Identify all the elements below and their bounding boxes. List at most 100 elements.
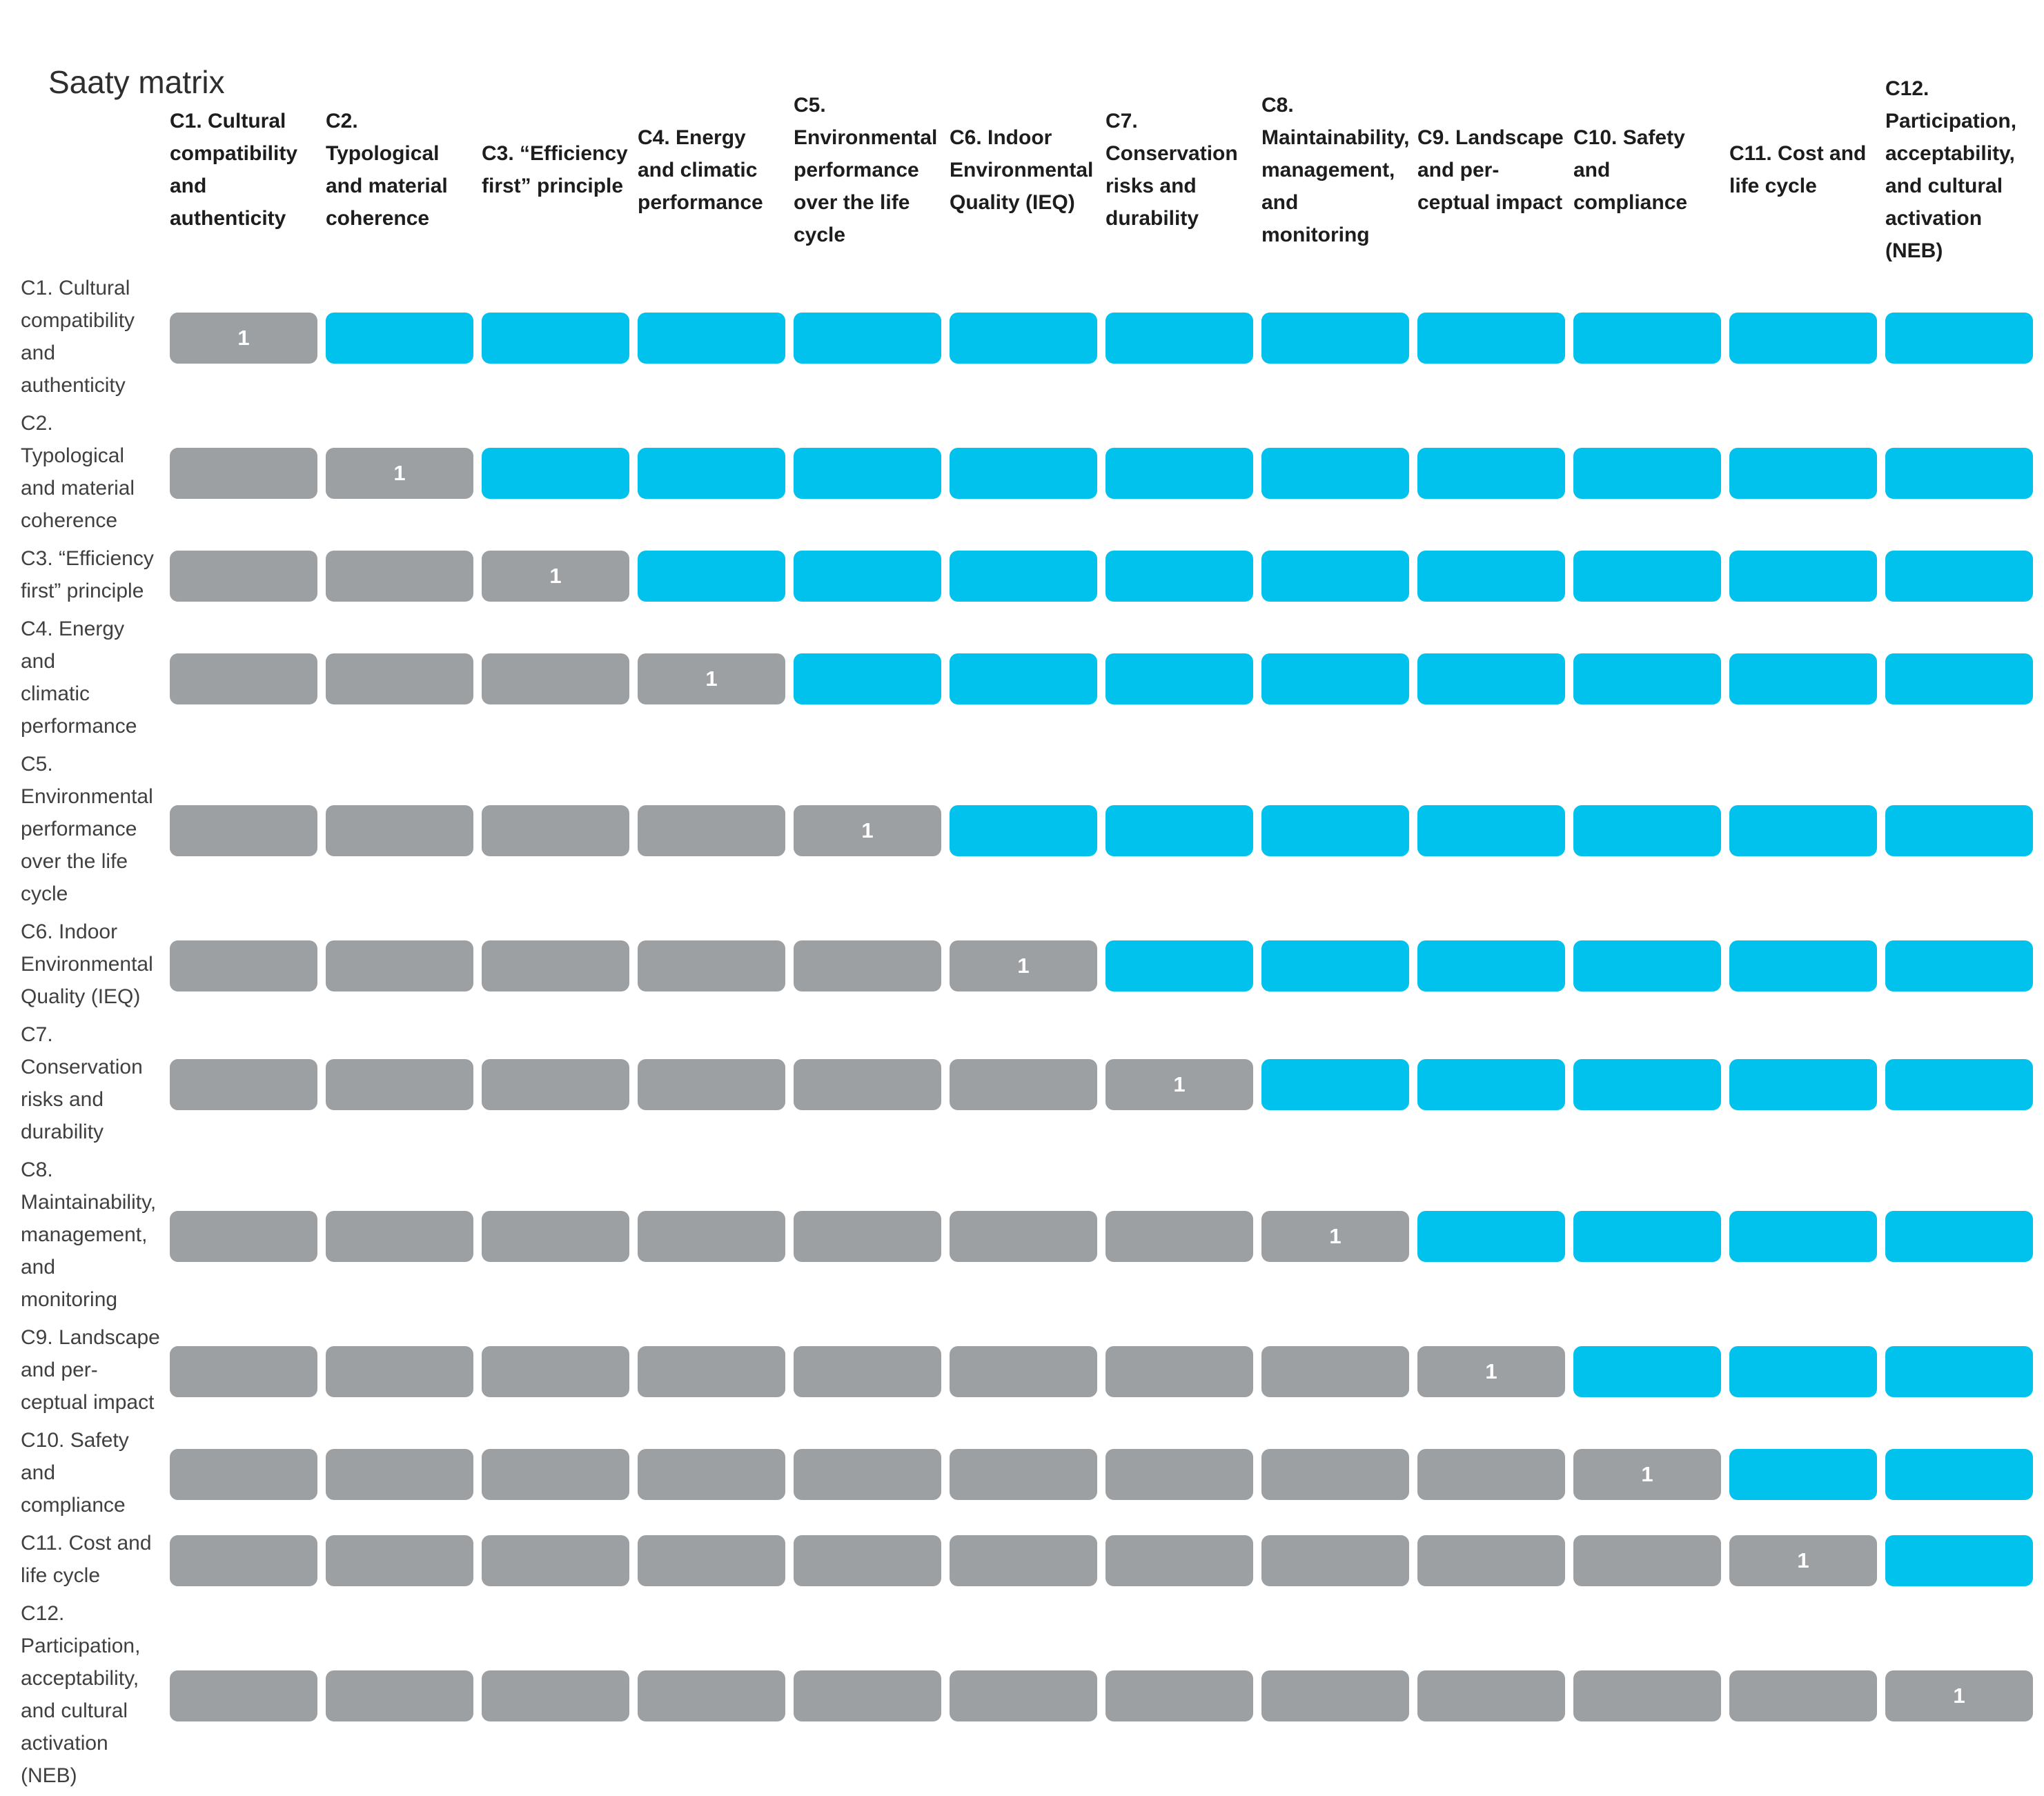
matrix-cell-r5-c2[interactable] xyxy=(326,805,473,856)
matrix-cell-r9-c11[interactable] xyxy=(1729,1345,1877,1397)
matrix-cell-r10-c2[interactable] xyxy=(326,1448,473,1500)
matrix-cell-r6-c7[interactable] xyxy=(1105,940,1253,991)
matrix-cell-r12-c5[interactable] xyxy=(794,1670,941,1721)
matrix-cell-r1-c6[interactable] xyxy=(950,313,1097,364)
matrix-cell-r11-c2[interactable] xyxy=(326,1535,473,1586)
matrix-cell-r7-c10[interactable] xyxy=(1573,1059,1721,1110)
matrix-cell-r11-c8[interactable] xyxy=(1261,1535,1409,1586)
matrix-cell-r9-c8[interactable] xyxy=(1261,1345,1409,1397)
matrix-cell-r1-c5[interactable] xyxy=(794,313,941,364)
matrix-cell-r6-c6[interactable]: 1 xyxy=(950,940,1097,991)
matrix-cell-r11-c5[interactable] xyxy=(794,1535,941,1586)
matrix-cell-r1-c8[interactable] xyxy=(1261,313,1409,364)
matrix-cell-r1-c2[interactable] xyxy=(326,313,473,364)
matrix-cell-r12-c9[interactable] xyxy=(1417,1670,1565,1721)
matrix-cell-r8-c3[interactable] xyxy=(482,1210,629,1262)
matrix-cell-r4-c7[interactable] xyxy=(1105,653,1253,704)
matrix-cell-r9-c1[interactable] xyxy=(170,1345,317,1397)
matrix-cell-r3-c10[interactable] xyxy=(1573,551,1721,602)
matrix-cell-r11-c4[interactable] xyxy=(638,1535,785,1586)
matrix-cell-r5-c6[interactable] xyxy=(950,805,1097,856)
matrix-cell-r11-c1[interactable] xyxy=(170,1535,317,1586)
matrix-cell-r8-c6[interactable] xyxy=(950,1210,1097,1262)
matrix-cell-r7-c6[interactable] xyxy=(950,1059,1097,1110)
matrix-cell-r5-c7[interactable] xyxy=(1105,805,1253,856)
matrix-cell-r9-c5[interactable] xyxy=(794,1345,941,1397)
matrix-cell-r7-c3[interactable] xyxy=(482,1059,629,1110)
matrix-cell-r6-c5[interactable] xyxy=(794,940,941,991)
matrix-cell-r12-c3[interactable] xyxy=(482,1670,629,1721)
matrix-cell-r2-c4[interactable] xyxy=(638,448,785,499)
matrix-cell-r2-c1[interactable] xyxy=(170,448,317,499)
matrix-cell-r12-c6[interactable] xyxy=(950,1670,1097,1721)
matrix-cell-r11-c12[interactable] xyxy=(1885,1535,2033,1586)
matrix-cell-r3-c4[interactable] xyxy=(638,551,785,602)
matrix-cell-r4-c1[interactable] xyxy=(170,653,317,704)
matrix-cell-r4-c12[interactable] xyxy=(1885,653,2033,704)
matrix-cell-r4-c5[interactable] xyxy=(794,653,941,704)
matrix-cell-r3-c2[interactable] xyxy=(326,551,473,602)
matrix-cell-r10-c12[interactable] xyxy=(1885,1448,2033,1500)
matrix-cell-r2-c6[interactable] xyxy=(950,448,1097,499)
matrix-cell-r4-c9[interactable] xyxy=(1417,653,1565,704)
matrix-cell-r11-c11[interactable]: 1 xyxy=(1729,1535,1877,1586)
matrix-cell-r5-c9[interactable] xyxy=(1417,805,1565,856)
matrix-cell-r6-c1[interactable] xyxy=(170,940,317,991)
matrix-cell-r5-c8[interactable] xyxy=(1261,805,1409,856)
matrix-cell-r3-c9[interactable] xyxy=(1417,551,1565,602)
matrix-cell-r9-c9[interactable]: 1 xyxy=(1417,1345,1565,1397)
matrix-cell-r6-c8[interactable] xyxy=(1261,940,1409,991)
matrix-cell-r8-c8[interactable]: 1 xyxy=(1261,1210,1409,1262)
matrix-cell-r5-c3[interactable] xyxy=(482,805,629,856)
matrix-cell-r2-c7[interactable] xyxy=(1105,448,1253,499)
matrix-cell-r1-c9[interactable] xyxy=(1417,313,1565,364)
matrix-cell-r2-c8[interactable] xyxy=(1261,448,1409,499)
matrix-cell-r6-c12[interactable] xyxy=(1885,940,2033,991)
matrix-cell-r3-c1[interactable] xyxy=(170,551,317,602)
matrix-cell-r3-c8[interactable] xyxy=(1261,551,1409,602)
matrix-cell-r7-c5[interactable] xyxy=(794,1059,941,1110)
matrix-cell-r5-c10[interactable] xyxy=(1573,805,1721,856)
matrix-cell-r7-c9[interactable] xyxy=(1417,1059,1565,1110)
matrix-cell-r3-c3[interactable]: 1 xyxy=(482,551,629,602)
matrix-cell-r9-c7[interactable] xyxy=(1105,1345,1253,1397)
matrix-cell-r2-c11[interactable] xyxy=(1729,448,1877,499)
matrix-cell-r3-c12[interactable] xyxy=(1885,551,2033,602)
matrix-cell-r2-c12[interactable] xyxy=(1885,448,2033,499)
matrix-cell-r5-c5[interactable]: 1 xyxy=(794,805,941,856)
matrix-cell-r12-c10[interactable] xyxy=(1573,1670,1721,1721)
matrix-cell-r1-c4[interactable] xyxy=(638,313,785,364)
matrix-cell-r1-c3[interactable] xyxy=(482,313,629,364)
matrix-cell-r11-c6[interactable] xyxy=(950,1535,1097,1586)
matrix-cell-r7-c11[interactable] xyxy=(1729,1059,1877,1110)
matrix-cell-r6-c2[interactable] xyxy=(326,940,473,991)
matrix-cell-r10-c5[interactable] xyxy=(794,1448,941,1500)
matrix-cell-r2-c3[interactable] xyxy=(482,448,629,499)
matrix-cell-r7-c12[interactable] xyxy=(1885,1059,2033,1110)
matrix-cell-r5-c1[interactable] xyxy=(170,805,317,856)
matrix-cell-r4-c10[interactable] xyxy=(1573,653,1721,704)
matrix-cell-r11-c10[interactable] xyxy=(1573,1535,1721,1586)
matrix-cell-r10-c3[interactable] xyxy=(482,1448,629,1500)
matrix-cell-r12-c1[interactable] xyxy=(170,1670,317,1721)
matrix-cell-r10-c7[interactable] xyxy=(1105,1448,1253,1500)
matrix-cell-r6-c9[interactable] xyxy=(1417,940,1565,991)
matrix-cell-r2-c5[interactable] xyxy=(794,448,941,499)
matrix-cell-r8-c4[interactable] xyxy=(638,1210,785,1262)
matrix-cell-r11-c9[interactable] xyxy=(1417,1535,1565,1586)
matrix-cell-r8-c2[interactable] xyxy=(326,1210,473,1262)
matrix-cell-r11-c3[interactable] xyxy=(482,1535,629,1586)
matrix-cell-r10-c10[interactable]: 1 xyxy=(1573,1448,1721,1500)
matrix-cell-r9-c4[interactable] xyxy=(638,1345,785,1397)
matrix-cell-r9-c12[interactable] xyxy=(1885,1345,2033,1397)
matrix-cell-r2-c10[interactable] xyxy=(1573,448,1721,499)
matrix-cell-r12-c8[interactable] xyxy=(1261,1670,1409,1721)
matrix-cell-r10-c1[interactable] xyxy=(170,1448,317,1500)
matrix-cell-r6-c3[interactable] xyxy=(482,940,629,991)
matrix-cell-r3-c6[interactable] xyxy=(950,551,1097,602)
matrix-cell-r9-c2[interactable] xyxy=(326,1345,473,1397)
matrix-cell-r1-c1[interactable]: 1 xyxy=(170,313,317,364)
matrix-cell-r5-c12[interactable] xyxy=(1885,805,2033,856)
matrix-cell-r6-c11[interactable] xyxy=(1729,940,1877,991)
matrix-cell-r7-c8[interactable] xyxy=(1261,1059,1409,1110)
